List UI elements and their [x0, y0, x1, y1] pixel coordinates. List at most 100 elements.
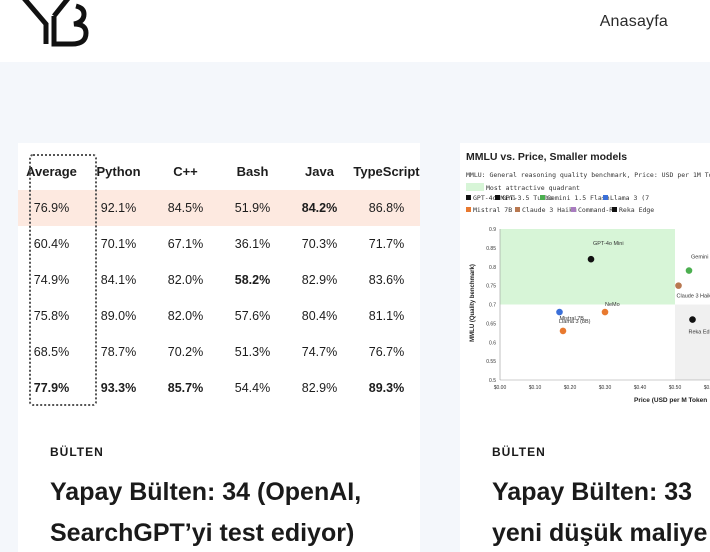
post-title[interactable]: Yapay Bülten: 34 (OpenAI, SearchGPT’yi t… — [50, 478, 362, 547]
table-cell: 67.1% — [167, 237, 204, 251]
data-point — [556, 308, 563, 316]
legend-entry: Gemini 1.5 Flash — [547, 194, 610, 202]
post-card[interactable]: Average Python C++ Bash Java TypeScript … — [18, 143, 420, 552]
table-cell: 83.6% — [368, 273, 405, 287]
attractive-quadrant — [500, 229, 675, 305]
table-cell: 58.2% — [234, 273, 271, 287]
legend-swatch — [571, 207, 576, 212]
x-tick-label: $0.40 — [634, 385, 647, 391]
post-thumbnail[interactable]: Average Python C++ Bash Java TypeScript … — [18, 143, 420, 410]
y-tick-label: 0.5 — [489, 378, 496, 384]
y-tick-label: 0.75 — [486, 284, 496, 290]
average-column-highlight — [29, 154, 97, 406]
y-tick-label: 0.7 — [489, 303, 496, 309]
y-tick-label: 0.6 — [489, 340, 496, 346]
legend-swatch — [466, 207, 471, 212]
point-label: Llama 3 (8B) — [559, 319, 591, 325]
table-cell: 71.7% — [368, 237, 405, 251]
y-tick-label: 0.8 — [489, 265, 496, 271]
legend-swatch — [495, 195, 500, 200]
table-row: 74.9% 84.1% 82.0% 58.2% 82.9% 83.6% — [18, 262, 420, 298]
table-cell: 36.1% — [234, 237, 271, 251]
y-axis-label: MMLU (Quality benchmark) — [470, 264, 476, 342]
legend-entry: Reka Edge — [619, 206, 654, 214]
table-header: Bash — [236, 164, 269, 179]
table-cell: 70.1% — [100, 237, 137, 251]
table-cell: 80.4% — [301, 309, 338, 323]
chart-subtitle: MMLU: General reasoning quality benchmar… — [466, 171, 710, 179]
shaded-region — [675, 304, 710, 380]
table-cell: 81.1% — [368, 309, 405, 323]
table-cell: 68.5% — [33, 345, 70, 359]
table-cell: 54.4% — [234, 381, 271, 395]
post-card[interactable]: MMLU vs. Price, Smaller models MMLU: Gen… — [460, 143, 710, 552]
x-tick-label: $0.30 — [599, 385, 612, 391]
table-row: 68.5% 78.7% 70.2% 51.3% 74.7% 76.7% — [18, 334, 420, 370]
table-row: 77.9% 93.3% 85.7% 54.4% 82.9% 89.3% — [18, 370, 420, 406]
table-cell: 82.0% — [167, 273, 204, 287]
data-point — [689, 316, 696, 323]
table-header: Java — [305, 164, 334, 179]
table-cell: 82.9% — [301, 381, 338, 395]
table-header: Average — [26, 164, 77, 179]
point-label: GPT-4o Mini — [593, 241, 624, 247]
y-tick-label: 0.55 — [486, 359, 496, 365]
table-cell: 93.3% — [100, 381, 137, 395]
legend-swatch — [466, 195, 471, 200]
post-thumbnail[interactable]: MMLU vs. Price, Smaller models MMLU: Gen… — [460, 143, 710, 410]
post-category[interactable]: BÜLTEN — [492, 445, 546, 459]
quadrant-legend-label: Most attractive quadrant — [486, 184, 580, 192]
chart-title: MMLU vs. Price, Smaller models — [466, 151, 628, 163]
legend-entry: Llama 3 (7 — [610, 194, 649, 202]
data-point — [587, 255, 595, 263]
data-point — [601, 308, 609, 316]
legend-entry: GPT-3.5 Turbo — [502, 194, 553, 202]
table-cell: 89.3% — [368, 381, 405, 395]
table-row: 75.8% 89.0% 82.0% 57.6% 80.4% 81.1% — [18, 298, 420, 334]
data-point — [685, 267, 693, 274]
table-cell: 82.9% — [301, 273, 338, 287]
site-logo[interactable] — [20, 0, 92, 48]
table-cell: 70.2% — [167, 345, 204, 359]
legend-swatch — [612, 207, 617, 212]
table-cell: 57.6% — [234, 309, 271, 323]
y-tick-label: 0.85 — [486, 246, 496, 252]
legend-entry: GPT-4o Mini — [473, 194, 516, 202]
post-category[interactable]: BÜLTEN — [50, 445, 104, 459]
table-cell: 84.1% — [100, 273, 137, 287]
table-cell: 74.9% — [33, 273, 70, 287]
legend-entry: Claude 3 Haiku — [522, 206, 577, 214]
table-header: TypeScript — [353, 164, 420, 179]
data-point — [559, 327, 567, 335]
table-cell: 51.3% — [234, 345, 271, 359]
point-label: Gemini 1.5 — [691, 255, 710, 261]
point-label: Claude 3 Haiku — [677, 294, 710, 300]
table-row: 76.9% 92.1% 84.5% 51.9% 84.2% 86.8% — [18, 190, 420, 226]
y-tick-label: 0.65 — [486, 321, 496, 327]
post-title-line: Yapay Bülten: 33 — [492, 478, 693, 506]
legend-entry: Mistral 7B — [473, 206, 512, 214]
point-label: Reka Ed — [689, 330, 710, 336]
point-label: NeMo — [605, 302, 620, 308]
legend-swatch — [515, 207, 520, 212]
table-header: Python — [96, 164, 141, 179]
nav-home-link[interactable]: Anasayfa — [599, 13, 668, 30]
legend-swatch — [540, 195, 545, 200]
table-header: C++ — [173, 164, 198, 179]
table-cell: 78.7% — [100, 345, 137, 359]
y-tick-label: 0.9 — [489, 227, 496, 233]
x-tick-label: $0.60 — [704, 385, 710, 391]
legend-swatch — [603, 195, 608, 200]
x-tick-label: $0.20 — [564, 385, 577, 391]
table-cell: 84.2% — [286, 190, 353, 226]
x-tick-label: $0.00 — [494, 385, 507, 391]
table-cell: 76.7% — [368, 345, 405, 359]
post-title[interactable]: Yapay Bülten: 33 yeni düşük maliye — [492, 472, 710, 552]
x-tick-label: $0.10 — [529, 385, 542, 391]
site-header: Anasayfa — [0, 0, 710, 62]
x-tick-label: $0.50 — [669, 385, 682, 391]
point-label: Mistral 7B — [560, 316, 585, 322]
table-cell: 75.8% — [33, 309, 70, 323]
table-cell: 85.7% — [167, 381, 204, 395]
